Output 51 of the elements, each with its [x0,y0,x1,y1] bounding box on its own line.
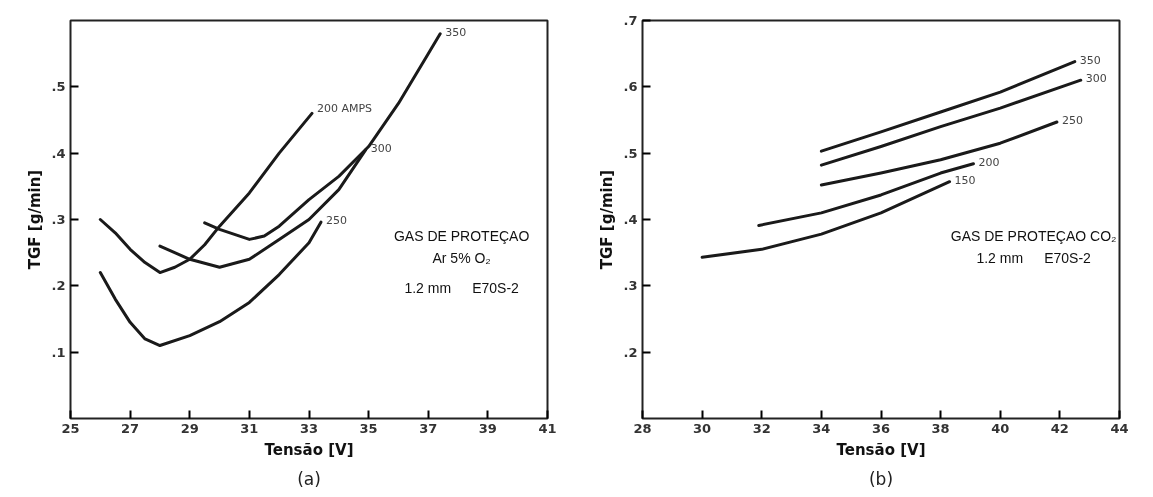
series-label: 150 [954,173,976,187]
x-tick-label: 34 [812,420,831,436]
series-label: 300 [1085,72,1107,86]
y-tick-label: .1 [51,344,66,360]
annotation: 1.2 mm [404,279,452,296]
x-tick-label: 29 [180,420,199,436]
annotation: 1.2 mm [976,249,1024,266]
x-axis-title: Tensão [V] [836,440,926,459]
annotation: E70S-2 [472,279,520,296]
x-tick-label: 36 [871,420,891,436]
y-tick-label: .3 [51,212,66,227]
text: (b) [868,468,894,489]
y-tick-label: .6 [623,79,638,95]
x-tick-label: 28 [633,420,652,436]
y-axis-title: TGF [g/min] [25,169,44,270]
x-tick-label: 30 [693,420,712,436]
y-tick-label: .4 [623,212,638,227]
y-tick-label: .2 [623,344,638,360]
x-tick-label: 38 [931,420,950,436]
series-label: 350 [1079,53,1101,67]
series-label: 250 [325,214,347,228]
x-tick-label: 37 [419,420,438,436]
x-tick-label: 31 [240,420,259,436]
series-label: 250 [1061,113,1083,127]
text: (a) [297,468,321,489]
x-tick-label: 42 [1050,420,1069,436]
series-label: 200 AMPS [316,102,373,116]
x-tick-label: 33 [299,420,319,436]
series-label: 350 [445,25,467,39]
x-axis-title: Tensão [V] [264,440,354,459]
x-tick-label: 27 [121,420,140,436]
x-tick-label: 40 [991,420,1010,436]
y-axis-title: TGF [g/min] [597,169,616,270]
y-tick-label: .5 [51,79,66,95]
annotation: E70S-2 [1044,249,1092,266]
y-tick-label: .3 [623,278,638,294]
x-tick-label: 35 [359,420,378,436]
annotation: GAS DE PROTEÇAO CO₂ [950,227,1117,244]
annotation: Ar 5% O₂ [432,249,491,266]
y-tick-label: .4 [51,145,66,161]
series-label: 200 [978,155,1000,169]
series-label: 300 [370,141,392,155]
x-tick-label: 25 [61,420,80,436]
x-tick-label: 41 [538,420,557,436]
y-tick-label: .2 [51,278,66,294]
x-tick-label: 44 [1110,420,1129,436]
x-tick-label: 32 [752,420,771,436]
annotation: GAS DE PROTEÇAO [393,227,530,244]
y-tick-label: .7 [623,13,638,28]
y-tick-label: .5 [623,145,638,161]
x-tick-label: 39 [478,420,497,436]
